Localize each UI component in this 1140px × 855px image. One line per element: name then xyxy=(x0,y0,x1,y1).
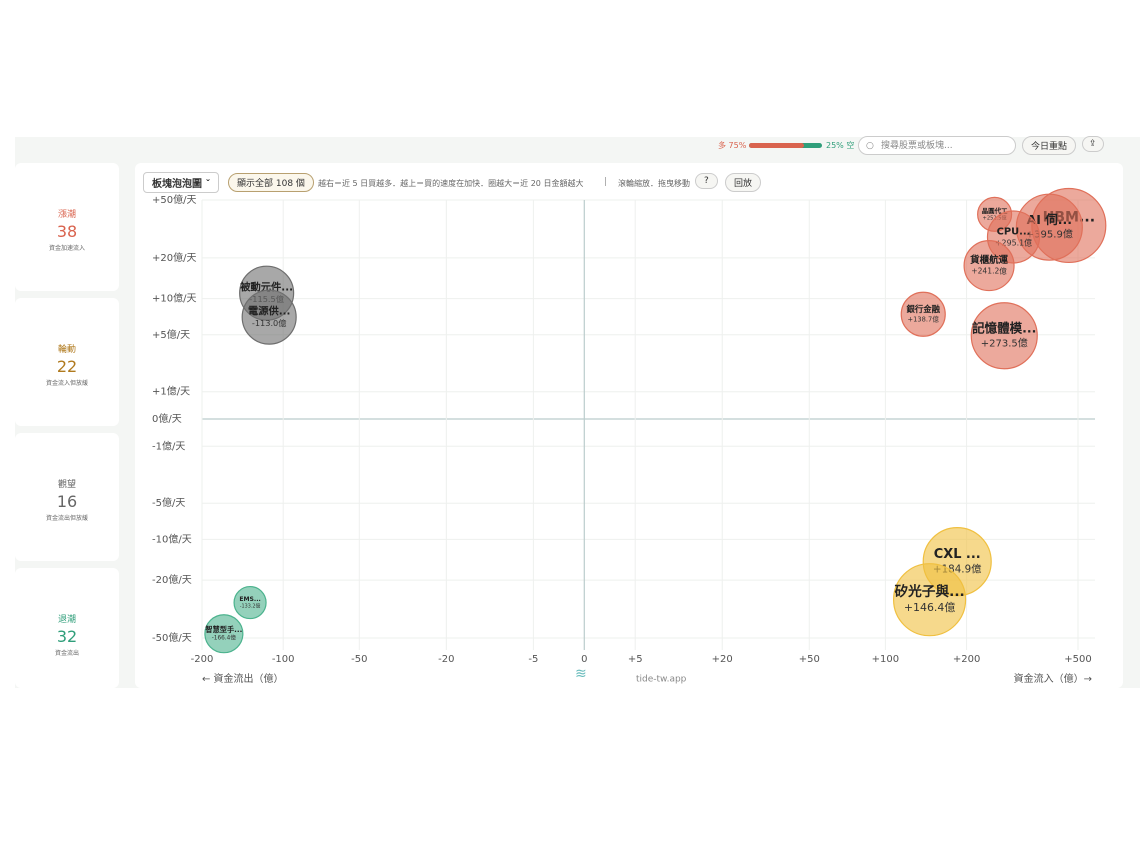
x-tick-label: -20 xyxy=(438,654,454,665)
bubble-label: CPU... xyxy=(997,227,1031,238)
bubble xyxy=(233,585,267,620)
bubble-value: +273.5億 xyxy=(981,336,1028,349)
watermark: tide-tw.app xyxy=(636,675,687,685)
replay-button[interactable]: 回放 xyxy=(725,173,762,192)
help-button[interactable]: ? xyxy=(695,173,718,189)
card-title: 觀望 xyxy=(57,480,76,490)
sentiment-bar xyxy=(749,143,822,148)
x-tick-label: +20 xyxy=(712,654,733,665)
hint: 越右＝近 5 日買越多．越上＝買的速度在加快．圈越大＝近 20 日金額越大 xyxy=(318,179,584,188)
x-tick-label: +100 xyxy=(872,654,899,665)
today-button[interactable]: 今日重點 xyxy=(1022,136,1077,155)
x-tick-label: -200 xyxy=(191,654,214,665)
y-tick-label: 0億/天 xyxy=(152,412,182,425)
y-tick-label: +5億/天 xyxy=(152,328,190,341)
x-tick-label: -50 xyxy=(351,654,367,665)
status-card[interactable]: 漲潮 38 資金加速流入 xyxy=(15,163,119,291)
x-tick-label: -5 xyxy=(528,654,538,665)
card-desc: 資金流出 xyxy=(54,650,79,657)
card-title: 退潮 xyxy=(57,615,76,625)
bubble-label: 銀行金融 xyxy=(906,304,941,314)
card-title: 輪動 xyxy=(57,345,76,355)
x-tick-label: +5 xyxy=(628,654,643,665)
show-all-button[interactable]: 顯示全部 108 個 xyxy=(228,173,314,192)
y-tick-label: +1億/天 xyxy=(152,385,190,398)
x-tick-label: +500 xyxy=(1064,654,1091,665)
share-button[interactable]: ⇪ xyxy=(1082,136,1104,152)
bubble-label: 電源供... xyxy=(248,305,290,318)
y-tick-label: +20億/天 xyxy=(152,251,196,264)
status-card[interactable]: 觀望 16 資金流出但放緩 xyxy=(15,433,119,561)
bubble-label: EMS... xyxy=(239,596,261,603)
y-tick-label: +50億/天 xyxy=(152,193,196,206)
bubble-value: +146.4億 xyxy=(904,601,955,614)
bubble-value: -113.0億 xyxy=(252,318,287,328)
x-tick-label: +200 xyxy=(953,654,980,665)
watermark-icon: ≋ xyxy=(575,666,587,682)
bubble-value: +241.2億 xyxy=(971,265,1007,275)
bubble xyxy=(892,563,967,637)
y-tick-label: -1億/天 xyxy=(152,439,185,452)
y-tick-label: -5億/天 xyxy=(152,496,185,509)
bubble xyxy=(900,291,946,337)
card-count: 38 xyxy=(56,222,78,241)
bull-bar xyxy=(749,143,804,148)
y-tick-label: -50億/天 xyxy=(152,631,192,644)
x-tick-label: 0 xyxy=(581,654,587,665)
bubble-label: 被動元件... xyxy=(240,281,293,294)
card-title: 漲潮 xyxy=(57,210,76,220)
y-tick-label: -10億/天 xyxy=(152,532,192,545)
bull-label: 多 75% xyxy=(718,141,747,150)
view-select[interactable]: 板塊泡泡圖 ˇ xyxy=(143,172,220,193)
bubble-value: +295.1億 xyxy=(995,237,1032,247)
bubble-value: +252.5億 xyxy=(983,214,1007,222)
card-desc: 資金流出但放緩 xyxy=(45,515,88,522)
card-count: 32 xyxy=(56,627,78,646)
x-tick-label: -100 xyxy=(272,654,295,665)
bubble-value: -166.4億 xyxy=(212,634,237,642)
x-left-label: ← 資金流出（億） xyxy=(202,672,284,685)
x-right-label: 資金流入（億）→ xyxy=(1014,672,1092,685)
bubble-label: 晶圓代工 xyxy=(982,206,1008,215)
separator: | xyxy=(604,177,608,187)
y-tick-label: +10億/天 xyxy=(152,292,196,305)
status-card[interactable]: 退潮 32 資金流出 xyxy=(15,568,119,688)
bubble-label: AI 伺... xyxy=(1027,212,1072,227)
status-card[interactable]: 輪動 22 資金流入但放緩 xyxy=(15,298,119,426)
card-desc: 資金加速流入 xyxy=(48,245,85,252)
bubble-label: 智慧型手... xyxy=(205,625,242,634)
y-tick-label: -20億/天 xyxy=(152,573,192,586)
search-box[interactable]: ○ 搜尋股票或板塊... xyxy=(858,136,1016,155)
search-placeholder: 搜尋股票或板塊... xyxy=(881,141,953,151)
bubble xyxy=(970,302,1038,370)
bubble xyxy=(204,614,244,654)
bubble-label: 貨櫃航運 xyxy=(970,254,1008,266)
bear-label: 25% 空 xyxy=(826,141,855,150)
bubble xyxy=(241,289,297,345)
view-label: 板塊泡泡圖 xyxy=(152,179,202,190)
card-count: 22 xyxy=(56,357,78,376)
bubble-label: 矽光子與... xyxy=(894,583,964,600)
bubble-label: 記憶體模... xyxy=(972,320,1036,335)
card-count: 16 xyxy=(56,492,78,511)
bubble-label: CXL ... xyxy=(934,547,981,562)
zoom-hint: 滾輪縮放．拖曳移動 xyxy=(618,179,690,188)
bubble-value: +138.7億 xyxy=(908,314,940,323)
bubble-chart: ≋ tide-tw.app ← 資金流出（億） 資金流入（億）→ +50億/天+… xyxy=(152,187,1107,685)
x-tick-label: +50 xyxy=(799,654,820,665)
card-desc: 資金流入但放緩 xyxy=(45,380,88,387)
bubble-value: -133.2億 xyxy=(240,603,261,610)
bubble xyxy=(963,240,1015,292)
